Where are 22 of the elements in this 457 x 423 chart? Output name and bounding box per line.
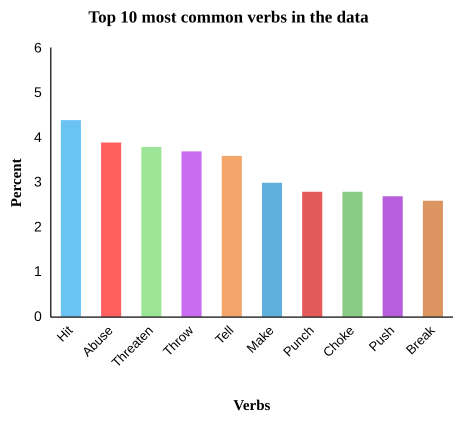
y-tick-label: 3 — [34, 174, 42, 190]
bar — [262, 182, 282, 318]
bar — [101, 142, 122, 318]
y-tick-label: 5 — [34, 84, 42, 100]
chart-title: Top 10 most common verbs in the data — [88, 8, 370, 27]
y-tick-label: 6 — [34, 39, 42, 56]
bar — [302, 192, 322, 318]
y-tick-label: 1 — [34, 263, 42, 280]
bar — [141, 146, 162, 318]
x-tick-label: Hit — [54, 322, 76, 345]
bar — [342, 192, 362, 318]
x-axis-title: Verbs — [233, 398, 271, 414]
y-tick-label: 0 — [34, 308, 42, 324]
bar — [60, 120, 81, 318]
y-tick-label: 4 — [34, 128, 42, 145]
y-axis-title: Percent — [8, 158, 25, 208]
bar — [222, 156, 242, 318]
bar — [182, 151, 202, 318]
y-tick-label: 2 — [34, 218, 42, 234]
bar — [382, 196, 403, 318]
bar — [422, 200, 443, 318]
x-tick-label: Tell — [212, 322, 237, 348]
